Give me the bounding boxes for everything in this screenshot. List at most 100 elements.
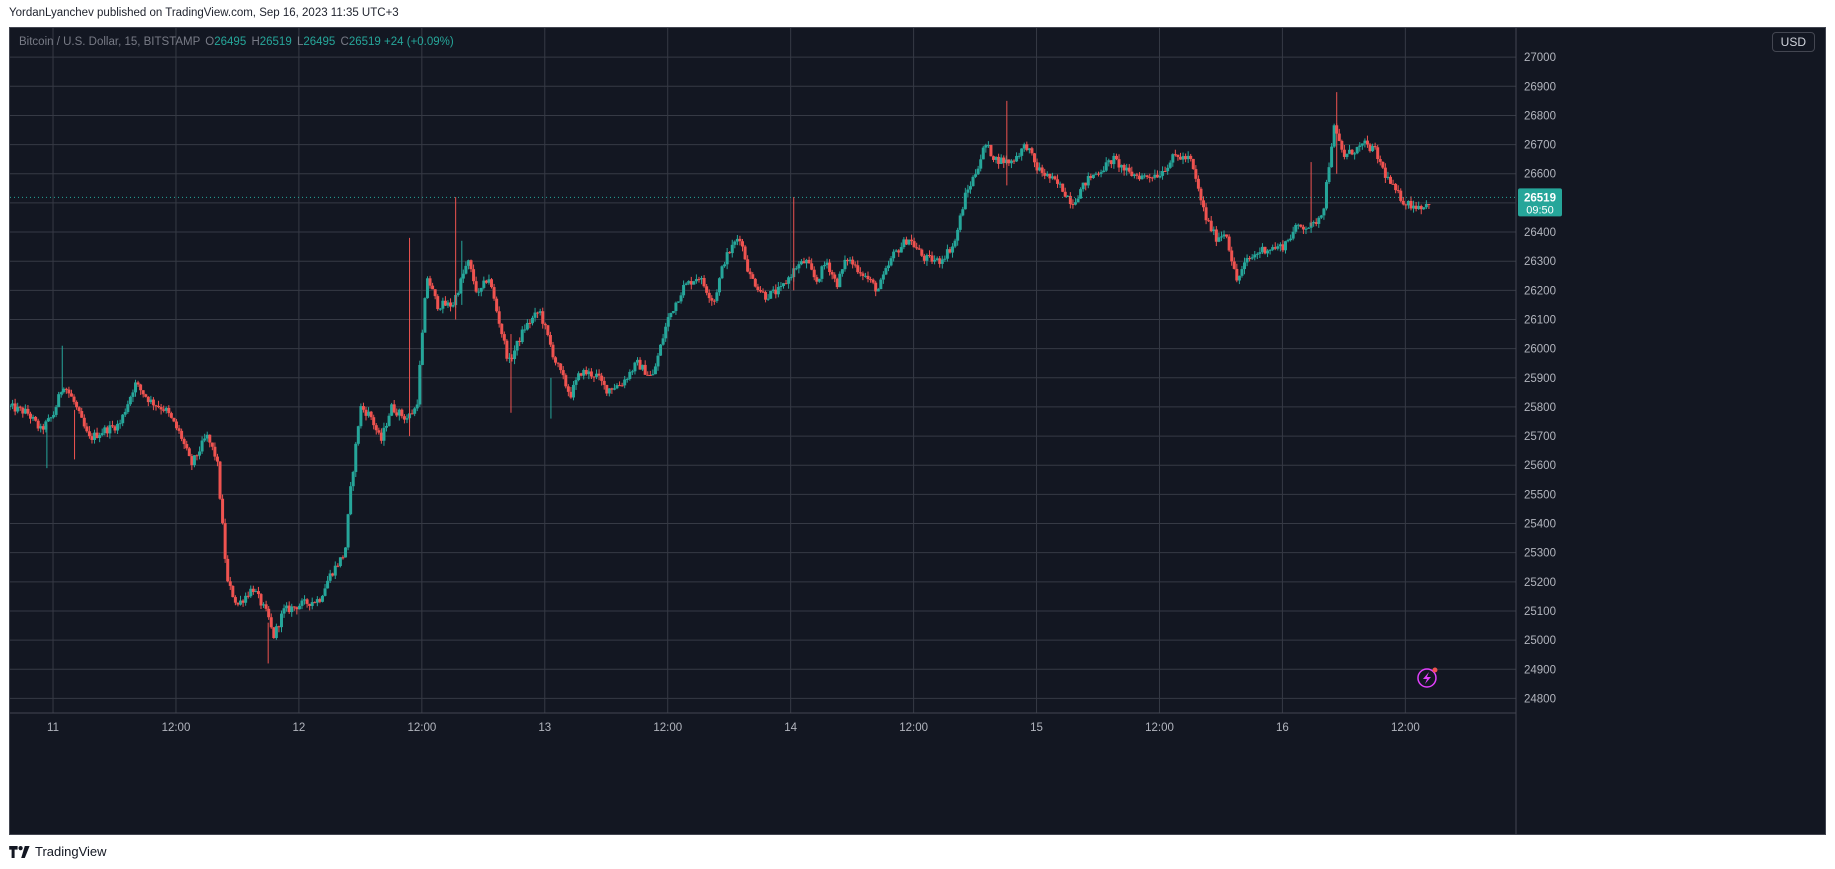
candle-body (169, 413, 173, 418)
candle-body (751, 274, 755, 279)
candle-body (559, 363, 563, 371)
candle-body (897, 250, 901, 253)
candle-body (1112, 155, 1116, 165)
candle-body (203, 438, 207, 441)
candle-body (490, 279, 494, 288)
price-chart[interactable]: 24800 24900 25000 25100 25200 25300 25400 25500… (10, 28, 1826, 835)
candle-body (369, 411, 373, 418)
candle-body (182, 438, 186, 445)
candle-body (174, 421, 178, 429)
candle-body (733, 241, 737, 245)
candle-body (587, 371, 591, 375)
candle-body (730, 244, 734, 254)
candle-body (157, 405, 161, 408)
candle-body (866, 275, 870, 280)
candle-body (1145, 175, 1149, 178)
x-tick-label: 12 (293, 722, 306, 734)
candle-body (482, 280, 486, 288)
candle-body (277, 626, 281, 628)
candle-body (1091, 174, 1095, 179)
candle-body (830, 272, 834, 275)
candle-body (951, 246, 955, 253)
candle-body (90, 436, 94, 440)
candle-body (1414, 205, 1418, 209)
candle-body (1389, 176, 1392, 184)
candle-body (305, 599, 309, 604)
symbol-legend: Bitcoin / U.S. Dollar, 15, BITSTAMP O264… (19, 36, 454, 48)
candle-body (292, 606, 296, 608)
candle-body (861, 273, 865, 277)
candle-body (26, 408, 30, 414)
candle-body (610, 388, 614, 390)
currency-button[interactable]: USD (1771, 32, 1815, 52)
candle-body (213, 446, 217, 457)
candle-body (781, 283, 785, 287)
candle-body (528, 322, 532, 324)
candle-body (1173, 154, 1177, 156)
candle-body (1278, 244, 1282, 247)
candle-body (187, 448, 191, 457)
candle-body (52, 414, 56, 418)
x-tick-label: 12:00 (1391, 722, 1420, 734)
candle-body (1327, 167, 1331, 183)
candle-body (46, 418, 50, 422)
candle-body (1086, 175, 1090, 186)
candle-body (1181, 156, 1185, 160)
y-tick-label: 26100 (1524, 314, 1556, 326)
candle-body (1073, 202, 1077, 205)
candle-body (1219, 236, 1223, 238)
candle-body (502, 334, 506, 341)
candle-body (636, 359, 639, 363)
tradingview-footer[interactable]: TradingView (9, 844, 107, 859)
candle-body (1406, 200, 1410, 206)
candle-body (149, 399, 153, 403)
candle-body (1176, 154, 1180, 157)
lightning-icon[interactable] (1417, 667, 1438, 688)
candle-body (912, 241, 916, 248)
candle-body (1322, 208, 1326, 216)
candle-body (802, 261, 806, 264)
candle-body (1155, 174, 1159, 178)
candle-body (556, 362, 560, 364)
candle-body (848, 259, 852, 262)
candle-body (1140, 175, 1144, 180)
candle-body (592, 376, 596, 378)
candle-body (1212, 229, 1216, 232)
candle-body (974, 174, 978, 177)
candle-body (1301, 226, 1305, 230)
candle-body (1258, 252, 1262, 254)
candle-body (945, 249, 949, 259)
candle-body (933, 259, 937, 262)
candle-body (377, 430, 381, 433)
candle-body (856, 265, 860, 273)
candle-body (1230, 250, 1234, 262)
x-tick-label: 13 (538, 722, 551, 734)
candle-body (1143, 175, 1147, 177)
candle-body (262, 604, 266, 606)
candle-body (438, 308, 442, 310)
candle-body (210, 442, 214, 447)
candle-body (1353, 153, 1357, 155)
candle-body (23, 408, 27, 414)
candle-body (979, 159, 983, 169)
candle-body (54, 407, 58, 415)
candle-body (164, 407, 168, 411)
candle-body (382, 427, 386, 441)
candle-body (1061, 183, 1065, 192)
candle-body (999, 157, 1003, 164)
candle-body (994, 156, 998, 160)
candle-body (1225, 234, 1229, 237)
candle-body (863, 275, 867, 277)
chart-pane[interactable]: 24800 24900 25000 25100 25200 25300 25400 25500… (9, 27, 1826, 835)
candle-body (282, 608, 286, 614)
candle-body (479, 287, 483, 292)
candle-body (372, 417, 376, 426)
candle-body (1084, 182, 1088, 186)
candle-body (1314, 222, 1318, 224)
candle-body (797, 264, 801, 269)
candle-body (1276, 246, 1280, 249)
candle-body (1132, 174, 1136, 177)
candle-body (402, 416, 406, 420)
candle-body (758, 290, 762, 292)
candle-body (600, 375, 604, 381)
